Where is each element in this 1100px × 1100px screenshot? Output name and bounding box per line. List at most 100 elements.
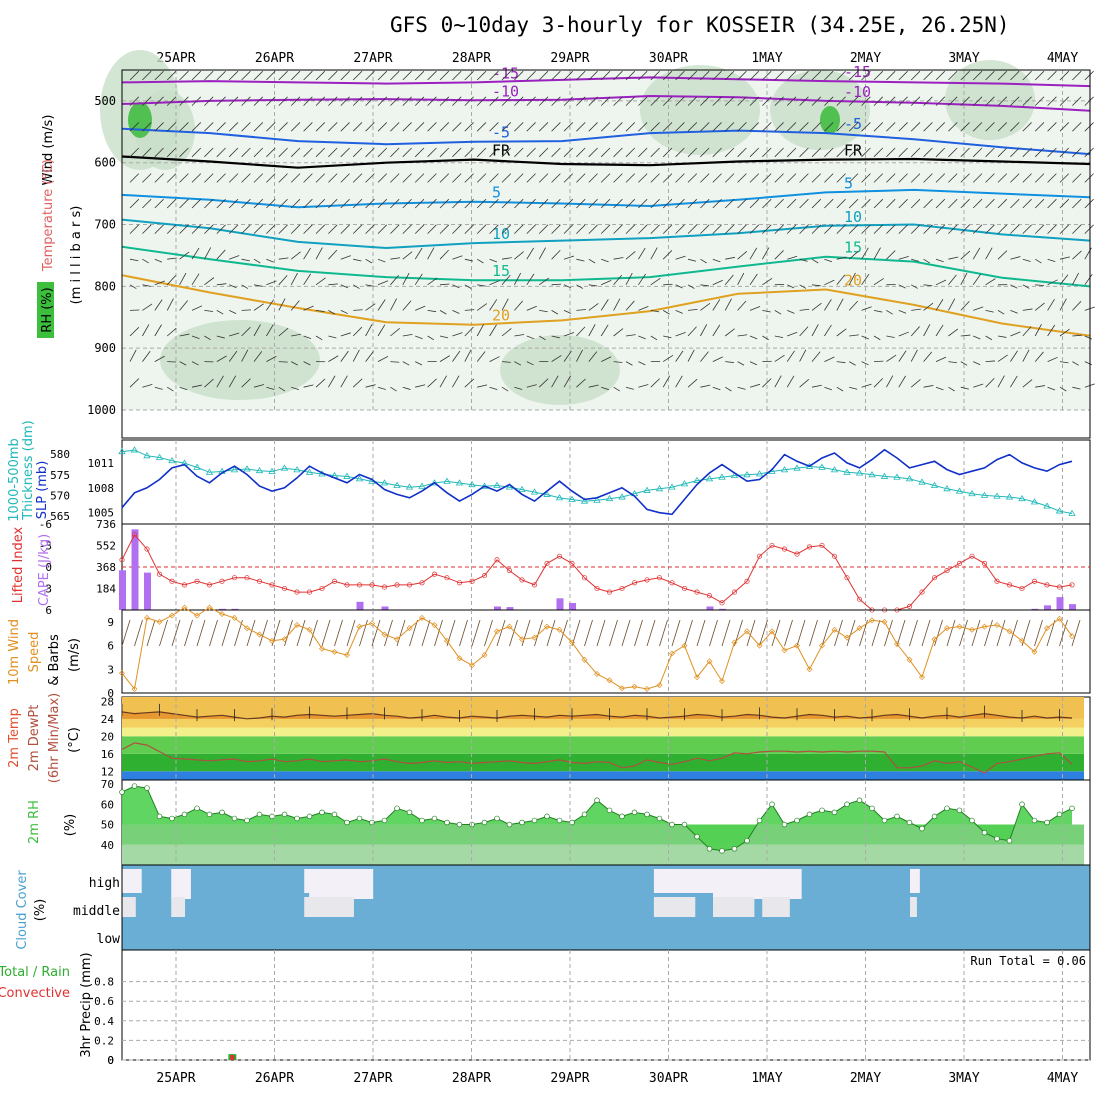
wind-barb xyxy=(650,96,660,106)
wind-barb xyxy=(650,378,660,388)
dewpt2m-line xyxy=(121,742,1073,774)
thickness-point xyxy=(655,485,664,492)
wind-barb xyxy=(910,122,921,132)
wind-barb xyxy=(1047,173,1057,183)
wind-barb xyxy=(700,122,710,132)
wind-barb xyxy=(452,147,462,158)
wind-barb xyxy=(911,284,918,289)
label-2m-dewpt: 2m DewPt xyxy=(27,705,42,772)
wind-barb xyxy=(687,173,698,183)
wind-barb xyxy=(278,198,288,209)
wind-barb xyxy=(1072,272,1079,285)
wind-barb xyxy=(588,284,598,287)
wind-barb xyxy=(675,96,685,106)
li-point xyxy=(594,585,600,592)
cloud-clear-high xyxy=(653,869,713,893)
rh2m-point xyxy=(994,835,1000,842)
date-label-bottom: 4MAY xyxy=(1047,1071,1078,1086)
wind-barb xyxy=(923,224,933,234)
wind-barb xyxy=(749,383,761,388)
slp-tick: 1005 xyxy=(88,507,115,520)
wind-barb xyxy=(390,70,400,81)
wind10m-barb xyxy=(359,619,368,647)
wind-barb xyxy=(588,122,598,132)
wind10m-barb xyxy=(884,619,893,647)
wind-barb xyxy=(1022,326,1032,337)
wind-barb xyxy=(576,224,586,234)
wind-barb xyxy=(762,224,772,234)
wind-barb xyxy=(948,70,958,81)
wind-barb xyxy=(762,122,772,132)
wind10m-point xyxy=(669,650,675,657)
wind-barb xyxy=(538,378,549,388)
thickness-point xyxy=(305,468,314,475)
wind-barb xyxy=(935,173,946,183)
wind-barb xyxy=(762,247,770,260)
wind-barb xyxy=(997,173,1008,183)
wind-barb xyxy=(960,386,969,390)
wind-barb xyxy=(501,147,512,158)
wind-barb xyxy=(1034,70,1045,81)
li-point xyxy=(719,600,725,606)
wind-barb xyxy=(948,198,958,209)
wind10m-barb xyxy=(1071,619,1081,647)
wind-barb xyxy=(588,384,599,388)
thickness-point xyxy=(443,477,451,484)
wind-barb xyxy=(142,284,151,287)
wind-barb xyxy=(960,122,970,132)
wind-barb xyxy=(489,224,499,234)
li-point xyxy=(319,585,325,592)
wind-barb xyxy=(166,173,177,183)
date-label-bottom: 28APR xyxy=(452,1071,491,1086)
wind-barb xyxy=(315,277,326,286)
wind-barb xyxy=(1072,96,1082,106)
wind-barb xyxy=(960,272,968,285)
wind-barb xyxy=(538,198,549,209)
wind-barb xyxy=(526,335,535,340)
wind-barb xyxy=(365,96,375,106)
rh2m-point xyxy=(781,821,788,828)
li-point xyxy=(744,578,750,584)
wind-barb xyxy=(526,122,536,132)
isotherm--5 xyxy=(121,127,1091,156)
wind-barb xyxy=(601,356,612,362)
wind-barb xyxy=(576,173,586,183)
wind-barb xyxy=(514,272,522,285)
wind-barb xyxy=(1010,224,1020,234)
rh2m-point xyxy=(881,817,888,824)
wind-barb xyxy=(1072,198,1082,209)
li-point xyxy=(506,568,513,574)
wind10m-point xyxy=(656,682,663,689)
rh2m-point xyxy=(494,815,500,822)
wind10m-barb xyxy=(196,619,206,647)
wind-barb xyxy=(588,258,596,264)
wind-barb xyxy=(687,349,695,362)
wind-barb xyxy=(315,378,326,388)
slp-line xyxy=(121,448,1073,516)
wind-barb xyxy=(315,122,326,132)
wind10m-point xyxy=(256,631,263,638)
wind-barb xyxy=(935,122,946,132)
cloud-clear-middle xyxy=(762,897,790,917)
wind-barb xyxy=(811,96,822,106)
wind-barb xyxy=(278,275,288,286)
wind10m-point xyxy=(756,642,763,649)
wind-barb xyxy=(142,70,152,81)
wind-barb xyxy=(935,147,946,158)
wind10m-barb xyxy=(484,619,493,647)
wind-barb xyxy=(191,96,202,106)
wind-barb xyxy=(464,70,474,81)
thickness-point xyxy=(205,468,214,475)
wind-barb xyxy=(563,198,574,209)
wind-barb xyxy=(340,70,350,81)
wind-barb xyxy=(1034,173,1045,183)
wind-barb xyxy=(849,386,858,390)
wind-barb xyxy=(352,122,363,132)
wind10m-barb xyxy=(521,619,531,647)
wind-barb xyxy=(985,96,995,106)
wind-barb xyxy=(811,384,822,388)
wind-barb xyxy=(204,335,211,341)
wind-barb xyxy=(960,147,970,158)
li-point xyxy=(119,557,125,563)
wind10m-point xyxy=(619,685,625,692)
